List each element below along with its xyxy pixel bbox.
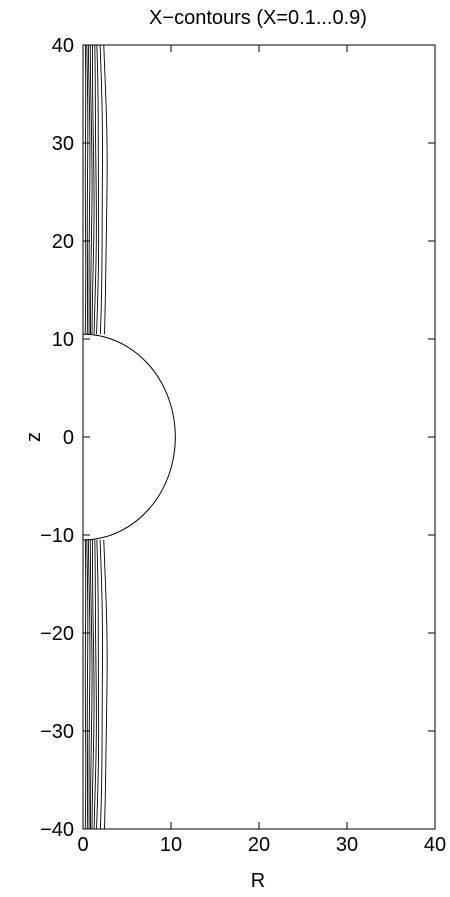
x-tick-label: 0 <box>77 834 88 856</box>
y-axis-ticks: 40 30 20 10 0 −10 −20 −30 −40 <box>40 35 435 841</box>
plot-frame <box>82 44 436 830</box>
contour-line-0.2-upper <box>86 44 89 335</box>
contour-line-0.9-upper <box>103 44 108 335</box>
contour-line-0.4-lower <box>89 539 93 830</box>
chart-title: X−contours (X=0.1...0.9) <box>149 7 367 29</box>
contour-line-0.9-lower <box>103 539 108 830</box>
y-tick-label: 0 <box>63 427 74 449</box>
y-tick-label: 10 <box>52 329 74 351</box>
contour-line-0.3-lower <box>87 539 91 830</box>
y-tick-label: −20 <box>40 623 74 645</box>
x-axis-label: R <box>251 870 265 892</box>
y-tick-label: 40 <box>52 35 74 57</box>
y-tick-label: −30 <box>40 721 74 743</box>
contour-line-0.3-upper <box>87 44 91 335</box>
contour-lines <box>84 44 108 830</box>
x-tick-label: 20 <box>248 834 270 856</box>
x-tick-label: 40 <box>424 834 446 856</box>
contour-line-0.6-lower <box>93 539 97 830</box>
contour-line-0.7-upper <box>96 44 100 335</box>
contour-line-0.1-lower <box>84 539 87 830</box>
sphere-boundary <box>82 333 176 541</box>
y-tick-label: 30 <box>52 133 74 155</box>
contour-line-0.8-upper <box>99 44 103 335</box>
y-tick-label: 20 <box>52 231 74 253</box>
x-tick-label: 10 <box>160 834 182 856</box>
contour-line-0.6-upper <box>93 44 97 335</box>
contour-line-0.5-lower <box>91 539 95 830</box>
contour-line-0.2-lower <box>86 539 89 830</box>
contour-line-0.5-upper <box>91 44 95 335</box>
y-axis-label: z <box>23 432 45 442</box>
contour-line-0.7-lower <box>96 539 100 830</box>
x-tick-label: 30 <box>336 834 358 856</box>
contour-line-0.4-upper <box>89 44 93 335</box>
y-tick-label: −40 <box>40 819 74 841</box>
y-tick-label: −10 <box>40 525 74 547</box>
contour-line-0.8-lower <box>99 539 103 830</box>
x-axis-ticks: 0 10 20 30 40 <box>77 45 446 856</box>
contour-line-0.1-upper <box>84 44 87 335</box>
